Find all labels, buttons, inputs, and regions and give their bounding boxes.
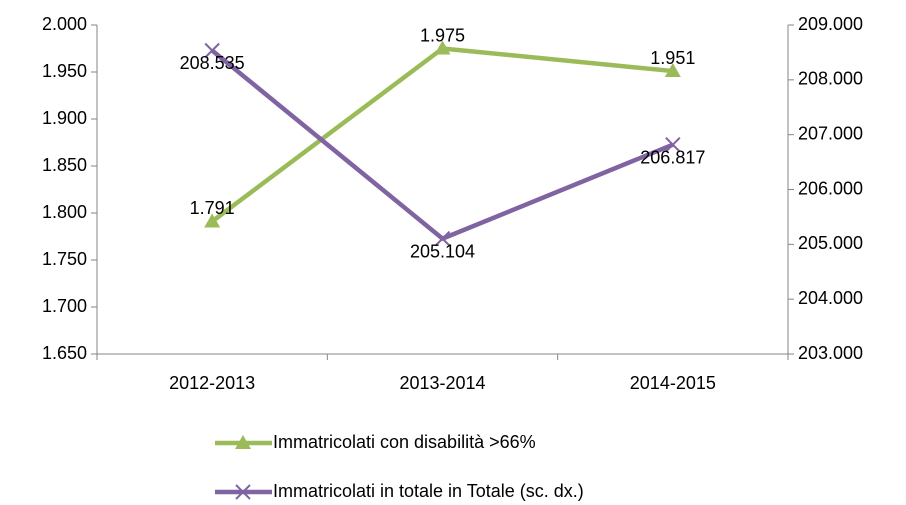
marker <box>434 40 451 55</box>
marker <box>664 63 681 78</box>
marker <box>235 435 251 449</box>
y-tick-label: 1.700 <box>42 296 87 316</box>
y2-tick-label: 204.000 <box>798 288 863 308</box>
y-tick-label: 1.650 <box>42 343 87 363</box>
data-label: 1.791 <box>190 198 235 218</box>
y2-tick-label: 207.000 <box>798 123 863 143</box>
data-label: 206.817 <box>640 147 705 167</box>
series-line <box>210 48 674 241</box>
y2-tick-label: 209.000 <box>798 14 863 34</box>
data-label: 208.535 <box>180 53 245 73</box>
marker <box>235 484 251 500</box>
legend-label: Immatricolati in totale in Totale (sc. d… <box>273 481 584 501</box>
y2-tick-label: 205.000 <box>798 233 863 253</box>
y2-tick-label: 203.000 <box>798 343 863 363</box>
y-tick-label: 1.750 <box>42 249 87 269</box>
data-label: 1.975 <box>420 25 465 45</box>
marker <box>204 42 220 59</box>
x-tick-label: 2012-2013 <box>169 373 255 393</box>
marker <box>204 213 221 228</box>
x-tick-label: 2013-2014 <box>399 373 485 393</box>
y-tick-label: 1.950 <box>42 61 87 81</box>
legend-label: Immatricolati con disabilità >66% <box>273 432 536 452</box>
x-tick-label: 2014-2015 <box>630 373 716 393</box>
y-tick-label: 1.800 <box>42 202 87 222</box>
y-tick-label: 2.000 <box>42 14 87 34</box>
y-tick-label: 1.850 <box>42 155 87 175</box>
data-label: 1.951 <box>650 48 695 68</box>
marker <box>434 230 451 247</box>
y-tick-label: 1.900 <box>42 108 87 128</box>
series-line <box>210 46 674 224</box>
marker <box>665 136 681 153</box>
data-label: 205.104 <box>410 241 475 261</box>
y2-tick-label: 208.000 <box>798 69 863 89</box>
y2-tick-label: 206.000 <box>798 178 863 198</box>
